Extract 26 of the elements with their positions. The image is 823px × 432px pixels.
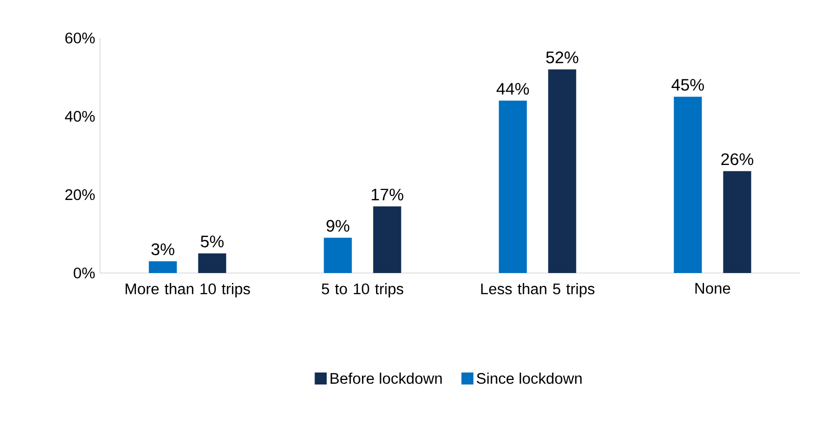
legend-label: Before lockdown [330,372,442,384]
data-label: 17% [372,188,404,200]
x-tick-label: None [695,283,730,294]
y-tick-label: 20% [65,189,95,200]
bar [674,96,702,273]
data-label: 3% [151,243,174,256]
y-tick-label: 60% [65,32,95,44]
bar [324,238,352,273]
data-label: 26% [721,153,754,166]
x-tick-label: More than 10 trips [126,283,250,298]
bar [548,69,576,273]
bar [198,253,226,273]
bar [723,171,752,273]
data-label: 5% [200,236,224,248]
y-tick-label: 40% [64,110,95,122]
bar [148,261,177,273]
x-tick-label: Less than 5 trips [481,283,594,298]
x-tick-label: 5 to 10 trips [322,283,404,298]
data-label: 9% [326,220,350,232]
y-tick-label: 0% [74,268,95,278]
bar [373,206,402,273]
data-label: 45% [672,78,704,91]
data-label: 44% [496,82,529,95]
legend-label: Since lockdown [476,372,582,384]
bar [498,100,527,273]
data-label: 52% [546,52,578,64]
